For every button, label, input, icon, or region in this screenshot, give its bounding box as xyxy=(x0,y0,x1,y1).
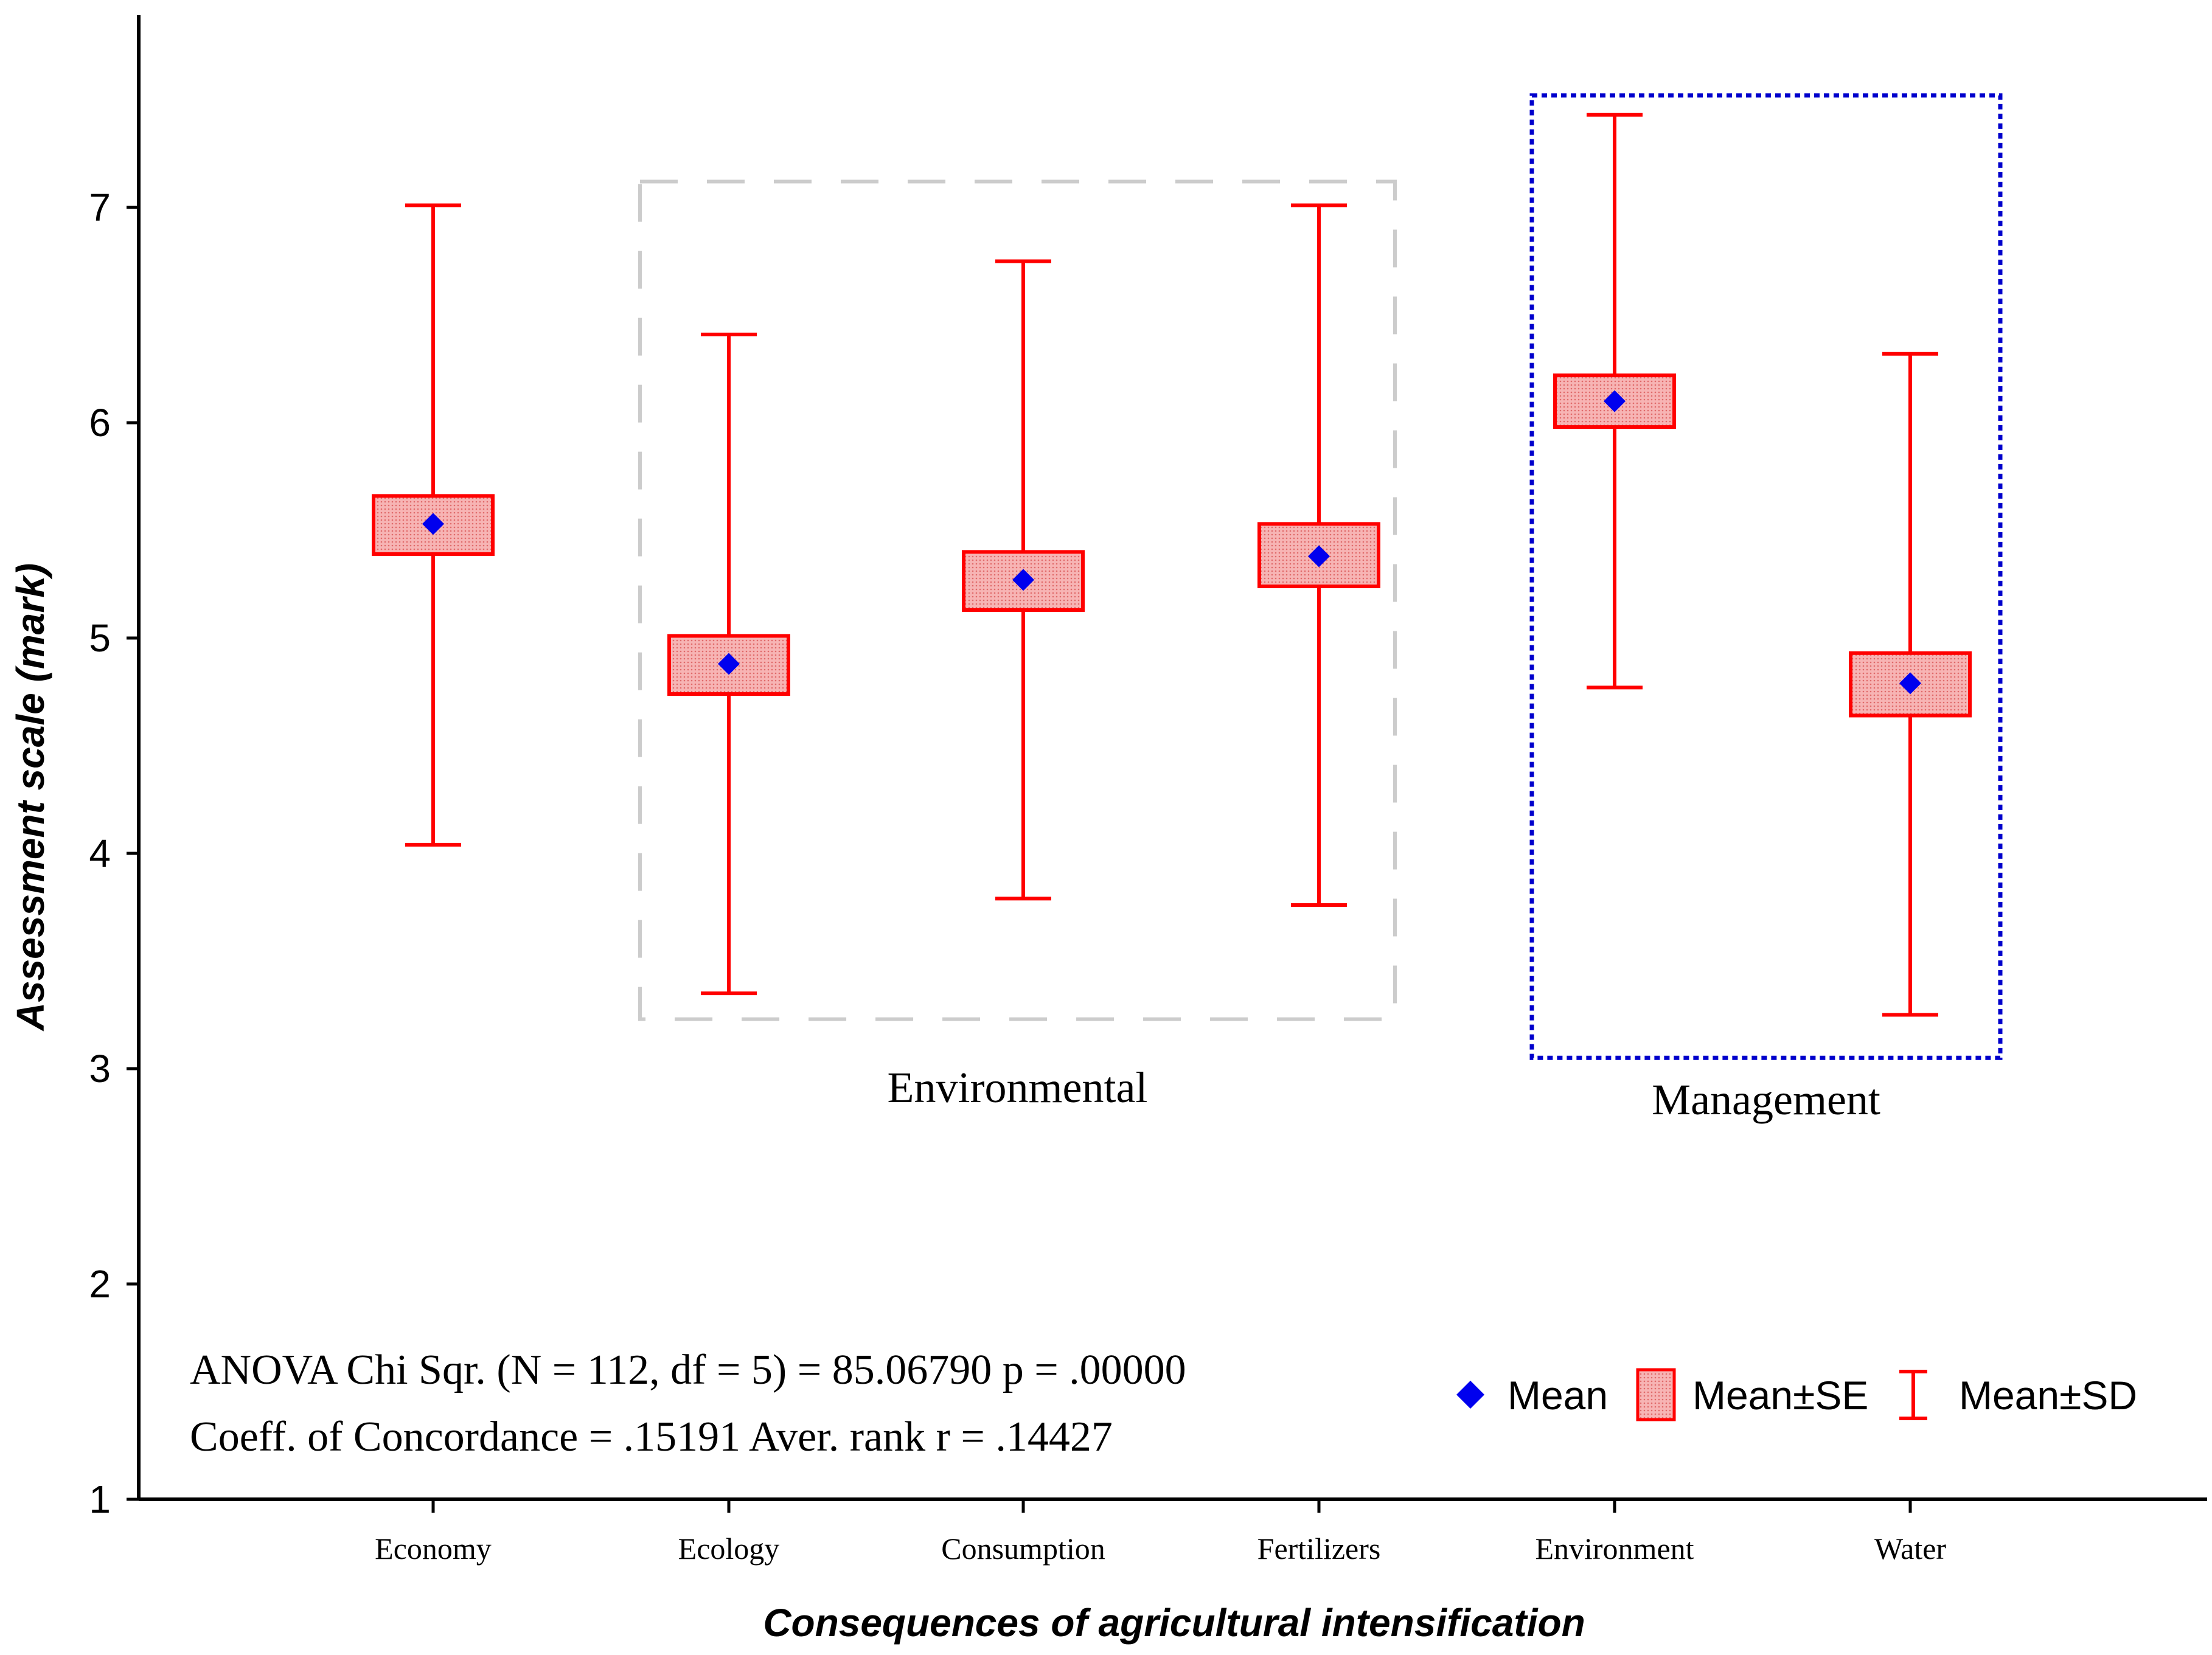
x-tick-label-environment: Environment xyxy=(1535,1532,1694,1566)
mean-point-water xyxy=(1899,672,1921,695)
y-tick-label-7: 7 xyxy=(89,186,111,229)
annotation-anova: ANOVA Chi Sqr. (N = 112, df = 5) = 85.06… xyxy=(190,1347,1186,1393)
group-label-management: Management xyxy=(1652,1075,1880,1124)
y-tick-label-1: 1 xyxy=(89,1477,111,1521)
x-tick-label-ecology: Ecology xyxy=(678,1532,780,1566)
mean-point-fertilizers xyxy=(1308,545,1330,567)
x-axis-title: Consequences of agricultural intensifica… xyxy=(763,1601,1585,1645)
axes: 1 2 3 4 5 6 7 Economy Ecology Consumption Fertiliz… xyxy=(89,15,2207,1566)
y-tick-label-2: 2 xyxy=(89,1262,111,1306)
y-tick-label-3: 3 xyxy=(89,1047,111,1091)
legend: Mean Mean±SE Mean±SD xyxy=(1456,1368,2137,1421)
legend-mean-marker xyxy=(1456,1381,1484,1409)
y-tick-label-5: 5 xyxy=(89,616,111,660)
legend-se-label: Mean±SE xyxy=(1692,1373,1868,1418)
y-tick-label-4: 4 xyxy=(89,831,111,875)
x-tick-label-economy: Economy xyxy=(375,1532,492,1566)
x-tick-label-consumption: Consumption xyxy=(941,1532,1105,1566)
mean-point-ecology xyxy=(718,653,740,675)
x-tick-label-water: Water xyxy=(1874,1532,1946,1566)
group-boxes: Environmental Management xyxy=(638,93,2003,1124)
annotation-concordance: Coeff. of Concordance = .15191 Aver. ran… xyxy=(190,1414,1113,1460)
legend-sd-label: Mean±SD xyxy=(1959,1373,2137,1418)
x-tick-label-fertilizers: Fertilizers xyxy=(1257,1532,1381,1566)
legend-se-swatch xyxy=(1636,1368,1676,1421)
legend-sd-whisker xyxy=(1899,1370,1927,1420)
group-label-environmental: Environmental xyxy=(888,1063,1148,1112)
mean-point-economy xyxy=(422,513,444,535)
y-axis-title: Assessment scale (mark) xyxy=(9,563,52,1032)
y-tick-label-6: 6 xyxy=(89,401,111,445)
legend-mean-label: Mean xyxy=(1508,1373,1608,1418)
plot-marks xyxy=(372,113,1972,1017)
mean-point-consumption xyxy=(1012,569,1034,591)
group-box-management xyxy=(1529,93,2003,1060)
mean-point-environment xyxy=(1604,390,1626,412)
group-box-environmental xyxy=(638,179,1397,1021)
